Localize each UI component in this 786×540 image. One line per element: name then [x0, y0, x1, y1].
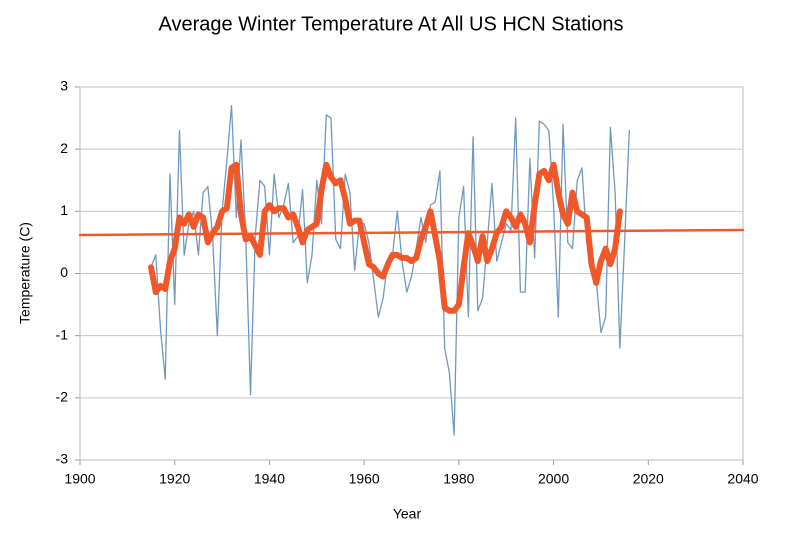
- x-tick-label: 1980: [443, 471, 474, 487]
- y-tick-label: -1: [56, 326, 69, 342]
- series-line: [148, 161, 623, 314]
- x-tick-label: 1900: [64, 471, 95, 487]
- y-axis-label: Temperature (C): [17, 222, 33, 324]
- y-tick-label: 2: [60, 140, 68, 156]
- x-tick-label: 2040: [727, 471, 758, 487]
- x-axis-label: Year: [393, 506, 422, 522]
- plot-border: [79, 86, 744, 461]
- x-tick-label: 1940: [254, 471, 285, 487]
- x-tick-label: 1960: [349, 471, 380, 487]
- y-tick-label: 3: [60, 78, 68, 94]
- x-tick-label: 1920: [159, 471, 190, 487]
- y-tick-label: 0: [60, 264, 68, 280]
- x-tick-label: 2020: [633, 471, 664, 487]
- x-tick-label: 2000: [538, 471, 569, 487]
- y-tick-label: 1: [60, 202, 68, 218]
- y-tick-label: -3: [56, 451, 69, 467]
- series-line: [78, 228, 745, 237]
- chart-title: Average Winter Temperature At All US HCN…: [158, 13, 623, 35]
- y-tick-label: -2: [56, 389, 69, 405]
